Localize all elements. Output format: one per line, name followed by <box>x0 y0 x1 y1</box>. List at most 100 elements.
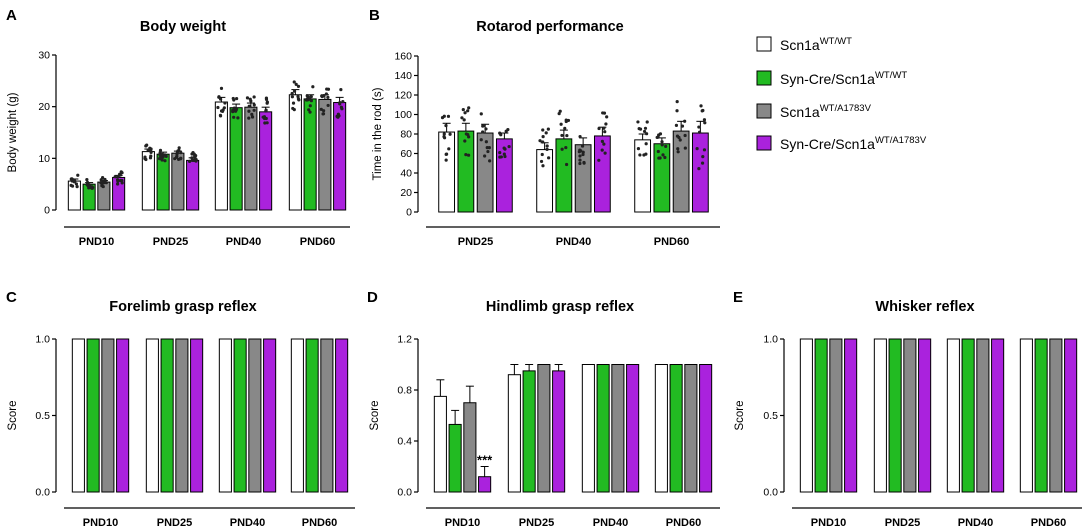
data-point <box>338 102 342 106</box>
chart-panels: A Body weight 0 10 20 30 Body weight (g) PND10 P… <box>6 7 1082 529</box>
data-point <box>700 161 705 165</box>
bar-c-pnd40-s3 <box>248 338 262 493</box>
data-point <box>160 152 165 157</box>
data-point <box>444 158 448 162</box>
legend-label: Syn-Cre/Scn1aWT/A1783V <box>780 135 927 152</box>
bar-d-pnd25-s4 <box>552 370 566 493</box>
data-point <box>695 147 699 151</box>
data-point <box>337 114 341 118</box>
panel-letter: E <box>733 289 743 306</box>
legend-swatch <box>756 135 772 151</box>
data-point <box>264 109 268 113</box>
data-point <box>657 156 661 160</box>
data-point <box>678 138 682 142</box>
data-point <box>600 139 604 143</box>
data-point <box>75 185 79 189</box>
bar-d-pnd40-s1 <box>581 364 595 493</box>
panel-d: D Hindlimb grasp reflex 0.0 0.4 0.8 1.2 Score P… <box>367 289 720 529</box>
y-tick-label: 40 <box>400 168 412 180</box>
data-point <box>464 152 468 157</box>
data-point <box>559 122 563 126</box>
bar-b-pnd25-s3 <box>476 132 494 213</box>
bar-b-pnd60-s3 <box>672 130 690 213</box>
bar-a-pnd25-s1 <box>141 151 155 211</box>
bar-c-pnd10-s1 <box>71 338 85 493</box>
data-point <box>90 185 94 189</box>
y-tick-label: 100 <box>394 109 412 121</box>
data-point <box>252 108 256 112</box>
bar-c-pnd10-s4 <box>116 338 130 493</box>
panel-b: B Rotarod performance 0 20 40 60 80 100 120 140 16… <box>369 7 720 248</box>
bar-a-pnd40-s2 <box>229 107 243 211</box>
data-point <box>504 129 508 133</box>
data-point <box>74 182 79 186</box>
data-point <box>250 112 254 116</box>
data-point <box>304 98 309 102</box>
data-point <box>539 159 544 164</box>
data-point <box>190 158 194 162</box>
bar-d-pnd25-s2 <box>522 370 536 493</box>
legend-label-base: Scn1a <box>780 37 820 53</box>
data-point <box>545 144 549 148</box>
category-label: PND60 <box>666 517 701 529</box>
data-point <box>179 156 183 160</box>
data-point <box>485 146 489 150</box>
bar-e-pnd40-s1 <box>946 338 960 493</box>
data-point <box>247 116 251 120</box>
data-point <box>297 98 301 102</box>
data-point <box>113 175 117 179</box>
bar-d-pnd60-s2 <box>669 364 683 493</box>
data-point <box>605 115 609 119</box>
data-point <box>236 116 240 120</box>
chart-title: Body weight <box>140 19 226 35</box>
data-point <box>604 122 608 126</box>
data-point <box>103 178 107 182</box>
data-point <box>636 147 641 151</box>
data-point <box>157 157 162 161</box>
data-point <box>498 155 502 159</box>
bar-c-pnd40-s4 <box>263 338 277 493</box>
y-tick-label: 0 <box>406 207 412 219</box>
data-point <box>564 118 568 122</box>
data-point <box>307 108 311 112</box>
legend-item-4: Syn-Cre/Scn1aWT/A1783V <box>756 135 927 152</box>
data-point <box>143 156 147 161</box>
data-point <box>701 155 705 159</box>
data-point <box>190 156 194 160</box>
category-label: PND10 <box>811 517 846 529</box>
chart-title: Whisker reflex <box>875 299 974 315</box>
data-point <box>322 109 326 113</box>
data-point <box>308 110 312 114</box>
panel-e: E Whisker reflex 0.0 0.5 1.0 Score PND10 PND25 P… <box>733 289 1082 529</box>
data-point <box>660 140 664 144</box>
bar-a-pnd60-s2 <box>303 98 317 211</box>
data-point <box>484 140 488 144</box>
data-point <box>158 150 162 155</box>
data-point <box>660 143 664 147</box>
y-tick-label: 120 <box>394 90 412 102</box>
data-point <box>466 153 471 157</box>
data-point <box>76 173 80 177</box>
y-tick-label: 1.0 <box>763 334 778 346</box>
bar-d-pnd10-s2 <box>448 423 462 493</box>
data-point <box>602 142 606 146</box>
bar-d-pnd25-s1 <box>507 374 521 493</box>
data-point <box>164 154 168 158</box>
data-point <box>699 104 703 108</box>
bar-d-pnd60-s4 <box>699 364 713 493</box>
category-label: PND40 <box>593 517 628 529</box>
category-label: PND60 <box>302 517 337 529</box>
category-label: PND60 <box>654 236 689 248</box>
data-point <box>680 124 685 128</box>
data-point <box>467 106 471 110</box>
category-label: PND25 <box>885 517 920 529</box>
data-point <box>70 177 74 181</box>
bar-b-pnd40-s4 <box>593 135 611 213</box>
y-tick-label: 0 <box>44 205 50 217</box>
legend: Scn1aWT/WTSyn-Cre/Scn1aWT/WTScn1aWT/A178… <box>756 36 927 152</box>
data-point <box>603 151 607 155</box>
data-point <box>702 118 707 122</box>
data-point <box>247 109 251 113</box>
bar-e-pnd25-s2 <box>888 338 902 493</box>
data-point <box>656 149 660 154</box>
